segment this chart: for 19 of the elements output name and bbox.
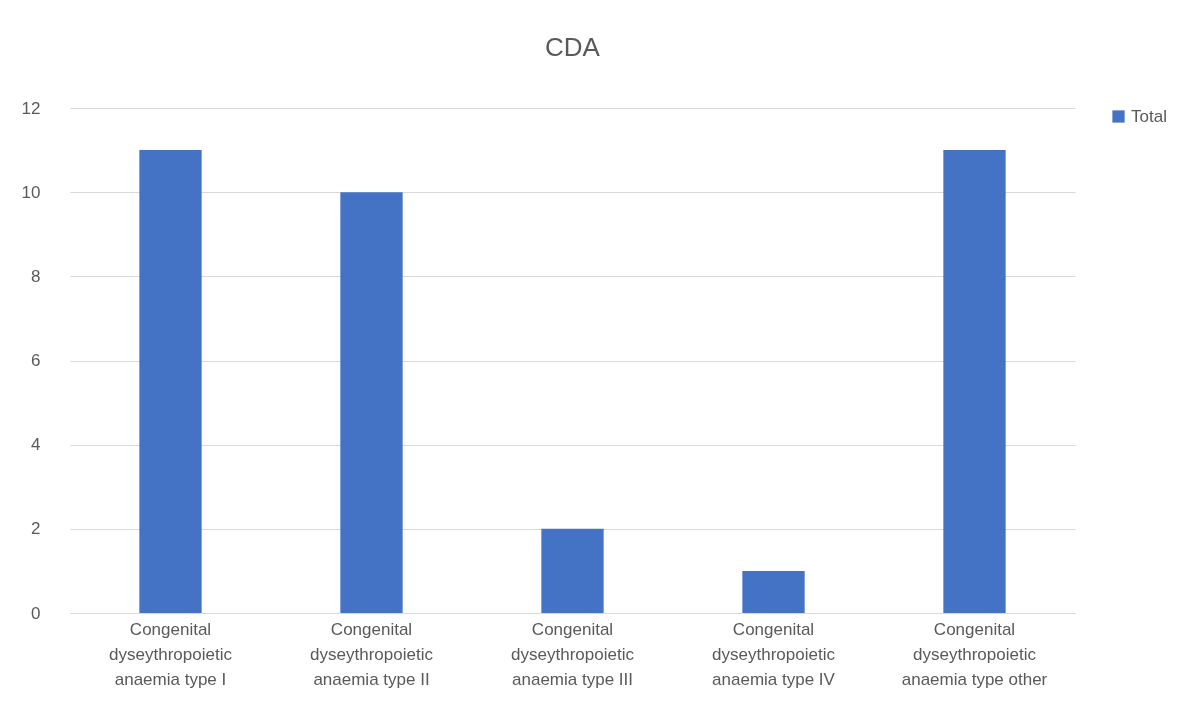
x-tick-label: Congenital dyseythropoietic anaemia type III [511,619,635,689]
bar [139,150,202,613]
bar [742,570,805,613]
legend-label: Total [1131,106,1167,126]
y-tick-label: 10 [21,182,41,202]
bar [541,528,604,613]
x-tick-label: Congenital dyseythropoietic anaemia type IV [712,619,836,689]
x-tick-label: Congenital dyseythropoietic anaemia type other [901,619,1048,689]
y-tick-label: 4 [31,435,41,455]
y-tick-label: 6 [31,351,41,370]
bar [340,192,403,613]
y-tick-label: 8 [31,266,41,286]
chart-title: CDA [545,32,601,62]
x-tick-label: Congenital dyseythropoietic anaemia type II [310,619,434,689]
y-tick-label: 2 [31,519,41,539]
y-tick-label: 12 [21,98,41,118]
x-tick-label: Congenital dyseythropoietic anaemia type I [109,619,233,689]
y-tick-label: 0 [31,603,41,623]
bar [943,150,1006,613]
